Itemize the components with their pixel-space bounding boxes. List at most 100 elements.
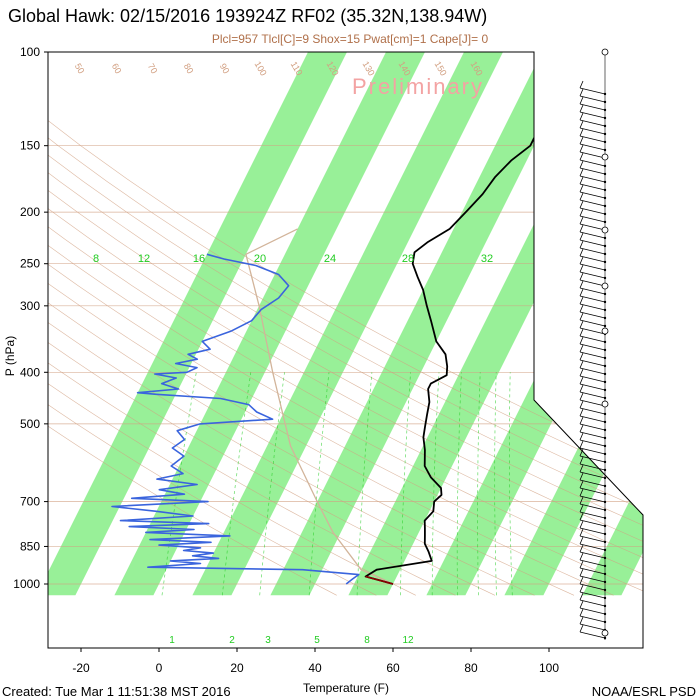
wind-barb-dot bbox=[603, 420, 607, 424]
mixing-ratio-line bbox=[456, 372, 462, 596]
wind-barb bbox=[579, 615, 606, 623]
wind-barb bbox=[579, 543, 606, 551]
wind-barb-flag bbox=[579, 488, 584, 497]
x-tick-label: 0 bbox=[156, 661, 163, 675]
wind-barb-flag bbox=[579, 584, 584, 593]
wind-barb-dot bbox=[603, 532, 607, 536]
wind-barb bbox=[579, 447, 606, 455]
wind-barb bbox=[579, 143, 606, 151]
wind-barb-dot bbox=[603, 620, 607, 624]
dry-adiabat bbox=[48, 404, 377, 596]
wind-barb-flag bbox=[579, 576, 584, 585]
wind-barb-dot bbox=[603, 460, 607, 464]
wind-barb-flag bbox=[579, 360, 584, 369]
y-tick-label: 700 bbox=[20, 495, 40, 509]
wind-barb bbox=[579, 391, 606, 399]
wind-barb-flag bbox=[579, 336, 584, 345]
wind-barb bbox=[579, 231, 606, 239]
wind-barb-flag bbox=[579, 344, 584, 353]
wind-barb-flag bbox=[579, 160, 584, 169]
wind-barb bbox=[579, 407, 606, 415]
dry-adiabat bbox=[48, 383, 416, 596]
watermark-text: Preliminary bbox=[352, 74, 484, 99]
wind-barb bbox=[579, 87, 606, 95]
wind-barb-dot bbox=[603, 428, 607, 432]
wind-barb-dot bbox=[603, 260, 607, 264]
wind-barb-flag bbox=[579, 240, 584, 249]
mixing-ratio-upper-label: 16 bbox=[193, 253, 205, 265]
wind-barb-dot bbox=[603, 196, 607, 200]
wind-barb bbox=[579, 327, 606, 335]
dry-adiabat bbox=[48, 208, 643, 542]
dry-adiabat bbox=[48, 263, 643, 592]
wind-barb-flag bbox=[579, 480, 584, 489]
wind-barb-dot bbox=[603, 252, 607, 256]
wind-barb-dot bbox=[603, 524, 607, 528]
wind-barb-flag bbox=[579, 392, 584, 401]
mixing-ratio-lower-label: 2 bbox=[229, 635, 235, 646]
credit-label: NOAA/ESRL PSD bbox=[591, 684, 696, 699]
dry-adiabat bbox=[48, 322, 535, 596]
wind-barb bbox=[579, 599, 606, 607]
wind-barb-dot bbox=[603, 484, 607, 488]
mixing-ratio-upper-label: 32 bbox=[481, 253, 493, 265]
wind-barb-flag bbox=[579, 368, 584, 377]
wind-barb-dot bbox=[603, 596, 607, 600]
temperature-trace bbox=[364, 73, 560, 585]
wind-barb-flag bbox=[579, 528, 584, 537]
wind-barb-flag bbox=[579, 104, 584, 113]
wind-barb bbox=[579, 247, 606, 255]
wind-barb-flag bbox=[579, 256, 584, 265]
x-tick-label: 100 bbox=[539, 661, 559, 675]
wind-barb bbox=[579, 415, 606, 423]
calm-marker bbox=[601, 282, 609, 290]
wind-barb-flag bbox=[579, 496, 584, 505]
wind-barb-dot bbox=[603, 132, 607, 136]
wind-barb-dot bbox=[603, 124, 607, 128]
wind-barb bbox=[579, 439, 606, 447]
wind-barb-dot bbox=[603, 108, 607, 112]
wind-barb-dot bbox=[603, 172, 607, 176]
y-tick-label: 400 bbox=[20, 365, 40, 379]
wind-barb bbox=[579, 167, 606, 175]
wind-barb-flag bbox=[579, 376, 584, 385]
wind-barb-flag bbox=[579, 456, 584, 465]
wind-barb-flag bbox=[579, 424, 584, 433]
wind-barb bbox=[579, 431, 606, 439]
isotherm-band bbox=[270, 52, 581, 596]
wind-barb-flag bbox=[579, 112, 584, 121]
wind-barb-dot bbox=[603, 516, 607, 520]
wind-barb-dot bbox=[603, 636, 607, 640]
wind-barb bbox=[579, 567, 606, 575]
wind-barb bbox=[579, 279, 606, 287]
wind-barb-flag bbox=[579, 552, 584, 561]
wind-barb-flag bbox=[579, 608, 584, 617]
wind-barb-flag bbox=[579, 224, 584, 233]
mixing-ratio-upper-label: 20 bbox=[254, 253, 266, 265]
wind-barb-flag bbox=[579, 176, 584, 185]
wind-barb-flag bbox=[579, 592, 584, 601]
wind-barb-dot bbox=[603, 508, 607, 512]
dry-adiabat bbox=[48, 302, 575, 596]
wind-barb bbox=[579, 583, 606, 591]
wind-barb bbox=[579, 575, 606, 583]
wind-barb bbox=[579, 183, 606, 191]
wind-barb-flag bbox=[579, 600, 584, 609]
chart-subtitle: Plcl=957 Tlcl[C]=9 Shox=15 Pwat[cm]=1 Ca… bbox=[211, 32, 489, 46]
wind-barb-dot bbox=[603, 452, 607, 456]
y-tick-label: 500 bbox=[20, 417, 40, 431]
calm-marker bbox=[601, 327, 609, 335]
calm-marker bbox=[601, 226, 609, 234]
wind-barb-flag bbox=[579, 136, 584, 145]
wind-barb-dot bbox=[603, 412, 607, 416]
wind-barb-dot bbox=[603, 372, 607, 376]
wind-barb bbox=[579, 623, 606, 631]
wind-barb-dot bbox=[603, 268, 607, 272]
wind-barb bbox=[579, 335, 606, 343]
mixing-ratio-lower-label: 1 bbox=[169, 635, 175, 646]
barb-panel-mask bbox=[534, 52, 643, 648]
mixing-ratio-upper-label: 24 bbox=[324, 253, 336, 265]
wind-barb bbox=[579, 591, 606, 599]
wind-barb-flag bbox=[579, 624, 584, 633]
wind-barb-dot bbox=[603, 148, 607, 152]
